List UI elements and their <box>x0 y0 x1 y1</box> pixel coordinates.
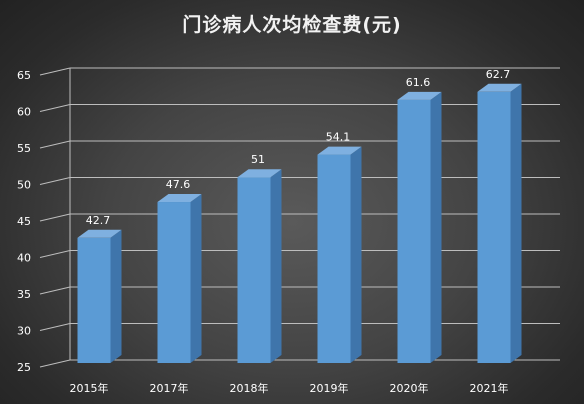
data-labels: 42.7 47.6 51 54.1 61.6 62.7 <box>86 68 511 227</box>
y-tick-label: 30 <box>17 325 31 338</box>
y-axis-ticks: 25 30 35 40 45 50 55 60 65 <box>17 69 31 374</box>
gridline-diagonal <box>39 359 71 368</box>
bar-top <box>77 229 122 238</box>
gridline-diagonal <box>39 104 71 112</box>
bar-side <box>510 83 522 363</box>
bar-side <box>350 146 362 363</box>
data-label: 54.1 <box>326 131 351 144</box>
gridline-diagonal <box>39 213 71 222</box>
x-tick-label: 2020年 <box>390 381 429 395</box>
data-label: 61.6 <box>406 76 431 89</box>
gridline-diagonal <box>39 323 71 331</box>
y-tick-label: 60 <box>17 106 31 119</box>
y-tick-label: 50 <box>17 179 31 192</box>
chart-title: 门诊病人次均检查费(元) <box>182 14 402 36</box>
bar <box>317 154 351 363</box>
bars <box>77 83 522 363</box>
bar-side <box>190 194 202 363</box>
gridline-diagonal <box>39 286 71 295</box>
bar-side <box>270 169 282 363</box>
y-tick-label: 55 <box>17 142 31 155</box>
gridline-diagonal <box>39 140 71 149</box>
bar-side <box>110 229 122 363</box>
bar-top <box>237 169 282 178</box>
bar-top <box>157 194 202 203</box>
bar <box>157 202 191 363</box>
data-label: 47.6 <box>166 178 191 191</box>
bar-top <box>317 146 362 155</box>
y-tick-label: 25 <box>17 361 31 374</box>
bar-side <box>430 91 442 363</box>
data-label: 42.7 <box>86 214 111 227</box>
x-tick-label: 2017年 <box>150 381 189 395</box>
bar <box>477 91 511 363</box>
y-tick-label: 40 <box>17 252 31 265</box>
bar-top <box>397 91 442 100</box>
y-tick-label: 35 <box>17 288 31 301</box>
x-tick-label: 2018年 <box>230 381 269 395</box>
y-tick-label: 65 <box>17 69 31 82</box>
gridline-diagonal <box>39 250 71 258</box>
bar <box>397 99 431 363</box>
x-tick-label: 2015年 <box>70 381 109 395</box>
bar <box>77 237 111 363</box>
x-tick-label: 2021年 <box>470 381 509 395</box>
x-axis-ticks: 2015年 2017年 2018年 2019年 2020年 2021年 <box>70 381 509 395</box>
x-tick-label: 2019年 <box>310 381 349 395</box>
data-label: 51 <box>251 153 265 166</box>
gridline-diagonal <box>39 177 71 185</box>
y-tick-label: 45 <box>17 215 31 228</box>
data-label: 62.7 <box>486 68 511 81</box>
bar-top <box>477 83 522 92</box>
gridline-diagonal <box>39 67 71 76</box>
bar <box>237 177 271 363</box>
